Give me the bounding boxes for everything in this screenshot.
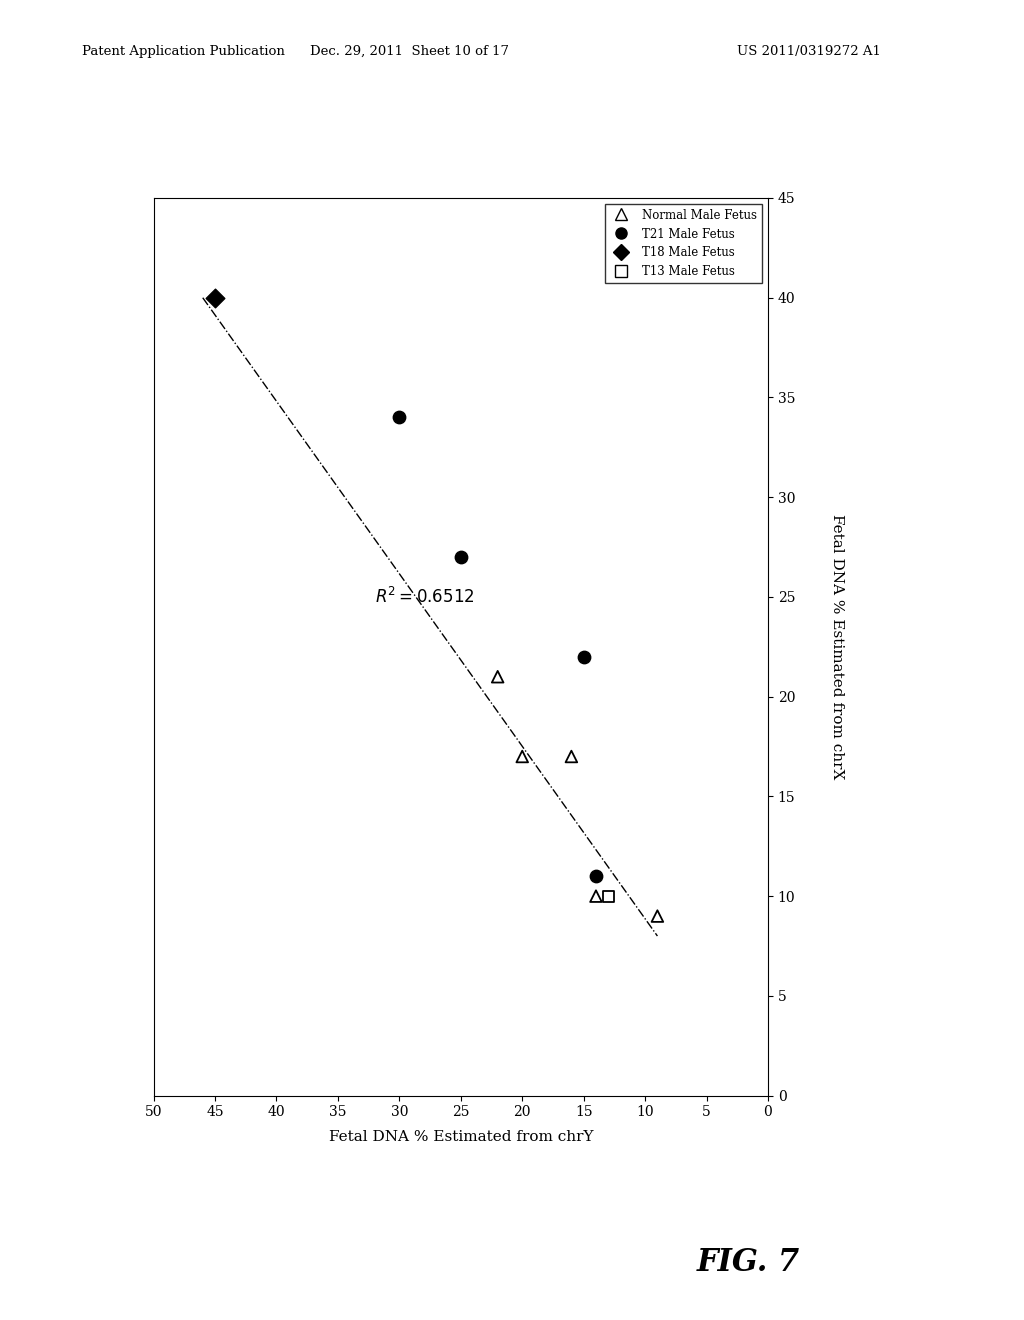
Point [453, 546, 469, 568]
Text: Dec. 29, 2011  Sheet 10 of 17: Dec. 29, 2011 Sheet 10 of 17 [310, 45, 509, 58]
Legend: Normal Male Fetus, T21 Male Fetus, T18 Male Fetus, T13 Male Fetus: Normal Male Fetus, T21 Male Fetus, T18 M… [604, 203, 762, 282]
Point [563, 746, 580, 767]
Text: Patent Application Publication: Patent Application Publication [82, 45, 285, 58]
Y-axis label: Fetal DNA % Estimated from chrX: Fetal DNA % Estimated from chrX [830, 513, 844, 780]
Point [514, 746, 530, 767]
X-axis label: Fetal DNA % Estimated from chrY: Fetal DNA % Estimated from chrY [329, 1130, 593, 1144]
Point [391, 407, 408, 428]
Point [489, 667, 506, 688]
Point [588, 866, 604, 887]
Point [575, 647, 592, 668]
Text: $R^2 = 0.6512$: $R^2 = 0.6512$ [375, 587, 474, 607]
Text: US 2011/0319272 A1: US 2011/0319272 A1 [737, 45, 882, 58]
Point [207, 288, 223, 309]
Point [600, 886, 616, 907]
Text: FIG. 7: FIG. 7 [696, 1247, 800, 1278]
Point [588, 886, 604, 907]
Point [649, 906, 666, 927]
